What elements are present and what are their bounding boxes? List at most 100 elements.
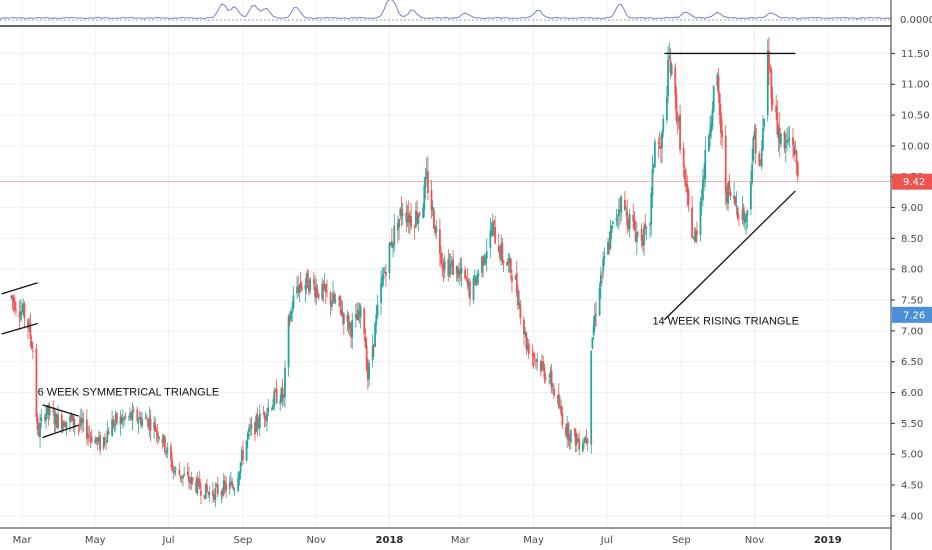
candle xyxy=(682,142,685,178)
candle xyxy=(541,354,543,373)
candle xyxy=(164,435,166,456)
candle-body xyxy=(323,285,326,290)
candle xyxy=(617,198,620,230)
candle-body xyxy=(735,205,738,207)
candle xyxy=(775,94,778,120)
candle xyxy=(191,477,194,486)
candle-body xyxy=(382,274,385,280)
candle xyxy=(500,234,503,266)
candle xyxy=(734,195,737,207)
candle xyxy=(674,63,677,110)
candle-body xyxy=(616,215,619,217)
candle xyxy=(316,283,319,298)
candle-body xyxy=(326,291,328,293)
candle-body xyxy=(64,425,67,428)
trendline[interactable] xyxy=(1,282,38,295)
candle-body xyxy=(90,436,93,443)
candle xyxy=(439,218,441,267)
candle-body xyxy=(195,481,198,492)
candle-body xyxy=(188,475,190,483)
candle xyxy=(443,254,446,279)
candle-body xyxy=(305,273,308,284)
candle xyxy=(97,430,100,445)
candle-body xyxy=(701,179,704,201)
candle xyxy=(543,363,546,385)
annotation-label: 14 WEEK RISING TRIANGLE xyxy=(652,316,799,328)
candle xyxy=(413,224,416,240)
candle xyxy=(94,436,97,444)
candle xyxy=(595,301,597,328)
candle xyxy=(448,253,451,278)
candle-body xyxy=(668,56,671,59)
candle xyxy=(288,311,291,326)
trendline-drawings[interactable] xyxy=(1,52,796,439)
candle xyxy=(783,129,786,154)
candle-body xyxy=(132,410,135,412)
candle xyxy=(174,466,177,477)
candle-body xyxy=(220,492,223,495)
candle xyxy=(721,118,723,150)
candle-body xyxy=(153,422,156,429)
candle xyxy=(304,278,307,303)
candle xyxy=(683,165,686,187)
candle-body xyxy=(103,437,106,441)
candle xyxy=(279,394,282,412)
candle xyxy=(309,276,312,295)
candle xyxy=(213,493,216,503)
candle xyxy=(257,417,260,430)
candle xyxy=(287,313,290,377)
candle-body xyxy=(434,226,437,234)
candle xyxy=(700,188,703,216)
candle xyxy=(60,411,63,434)
candle xyxy=(339,295,342,315)
candle-body xyxy=(309,278,312,290)
candle xyxy=(620,194,623,222)
candle xyxy=(425,157,428,179)
trendline[interactable] xyxy=(42,424,79,439)
candle-body xyxy=(180,476,183,479)
candle-body xyxy=(245,440,248,461)
candle xyxy=(146,414,148,421)
candle xyxy=(256,407,259,437)
candle xyxy=(777,123,780,152)
candle xyxy=(267,398,270,417)
candle-body xyxy=(792,137,794,146)
candle xyxy=(640,223,643,248)
candle-body xyxy=(586,439,589,444)
candle-body xyxy=(272,404,274,410)
candle-body xyxy=(501,242,504,262)
candle-body xyxy=(173,470,176,473)
candle-body xyxy=(620,197,623,213)
trendline[interactable] xyxy=(664,190,796,321)
candle-body xyxy=(508,258,511,263)
candle-body xyxy=(240,450,243,461)
candle-body xyxy=(511,275,513,282)
trendline[interactable] xyxy=(1,322,38,335)
x-tick-label: Jul xyxy=(161,535,174,546)
candle xyxy=(170,442,172,468)
candle xyxy=(165,451,168,458)
candle xyxy=(693,227,696,244)
candle-body xyxy=(442,264,445,272)
candle xyxy=(105,440,107,451)
annotation-labels: 6 WEEK SYMMETRICAL TRIANGLE 14 WEEK RISIN… xyxy=(38,316,799,399)
y-tick-label: 11.00 xyxy=(901,80,930,91)
candle xyxy=(668,42,671,61)
candle-body xyxy=(29,322,32,339)
candle xyxy=(467,278,470,297)
candle-body xyxy=(568,439,571,441)
candle-body xyxy=(750,181,752,210)
candle-body xyxy=(359,306,362,318)
candle xyxy=(204,483,207,500)
candle-body xyxy=(408,215,411,223)
candle xyxy=(625,205,627,217)
candle-body xyxy=(324,284,327,293)
candle-body xyxy=(458,270,461,276)
candle-body xyxy=(601,272,603,274)
candle xyxy=(106,421,109,444)
candle-body xyxy=(263,412,266,419)
candle xyxy=(598,282,601,317)
trendline[interactable] xyxy=(42,404,79,417)
candle xyxy=(793,139,796,162)
